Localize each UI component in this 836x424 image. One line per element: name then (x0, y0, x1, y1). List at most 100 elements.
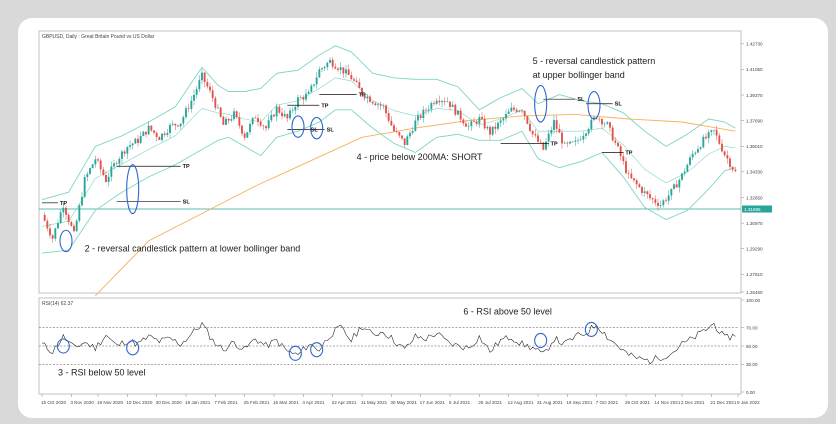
candle-body (281, 112, 283, 117)
candle-body (470, 121, 473, 127)
candle-body (70, 221, 73, 226)
candle-body (451, 104, 454, 107)
x-tick-label: 22 Apr 2021 (332, 400, 357, 405)
rsi-signal-ellipse (534, 332, 548, 349)
price-tick-label: 1.27610 (746, 272, 763, 277)
candle-body (609, 122, 611, 128)
candle-body (598, 118, 601, 120)
candle-body (630, 173, 633, 179)
x-tick-label: 30 Dec 2020 (156, 400, 182, 405)
rsi-signal-ellipse (56, 338, 70, 354)
candle-body (622, 156, 625, 162)
signal-ellipse (310, 116, 324, 140)
candle-body (139, 136, 142, 143)
candle-body (310, 85, 313, 92)
candle-body (225, 118, 227, 125)
candle-body (147, 125, 150, 135)
candle-body (606, 122, 609, 124)
candle-body (649, 194, 651, 199)
candle-body (379, 104, 382, 106)
candle-body (299, 97, 302, 98)
candle-body (89, 168, 91, 174)
candle-body (137, 138, 139, 143)
candle-body (529, 123, 531, 131)
candle-body (358, 82, 361, 88)
candle-body (294, 106, 297, 111)
candle-body (161, 133, 163, 141)
candle-body (57, 223, 59, 229)
candle-body (422, 109, 425, 118)
candle-body (531, 130, 534, 135)
rsi-tick-label: 30.00 (746, 362, 758, 367)
candle-body (118, 158, 121, 164)
x-tick-label: 26 Oct 2021 (625, 400, 650, 405)
trade-level-label: TP (625, 151, 632, 157)
candle-body (457, 110, 459, 115)
candle-body (334, 66, 337, 69)
candle-body (249, 124, 251, 133)
candle-body (227, 118, 230, 121)
candle-body (561, 132, 563, 144)
price-tick-label: 1.29290 (746, 247, 763, 252)
candle-body (107, 176, 110, 182)
candle-body (654, 199, 657, 203)
x-tick-label: 15 Oct 2020 (41, 400, 66, 405)
candle-body (505, 114, 507, 119)
candle-body (542, 142, 545, 150)
candle-body (710, 130, 713, 133)
candle-body (86, 173, 89, 178)
x-tick-label: 31 Aug 2021 (537, 400, 563, 405)
candle-body (697, 149, 699, 153)
candle-body (345, 69, 347, 74)
candle-body (206, 82, 209, 87)
candle-body (323, 67, 326, 69)
candle-body (427, 109, 430, 111)
candle-body (446, 101, 449, 103)
candle-body (494, 126, 497, 129)
chart-title: GBPUSD, Daily : Great Britain Pound vs U… (42, 34, 155, 40)
candle-body (65, 207, 67, 215)
price-annotation: at upper bollinger band (533, 70, 625, 80)
candle-body (579, 139, 582, 141)
candle-body (275, 106, 278, 117)
candle-body (78, 205, 81, 221)
candle-body (633, 178, 635, 181)
chart-area: GBPUSD, Daily : Great Britain Pound vs U… (38, 30, 776, 410)
candle-body (313, 84, 315, 86)
candle-body (518, 110, 521, 112)
candle-body (510, 107, 513, 112)
candle-body (489, 127, 491, 135)
candle-body (153, 130, 155, 133)
candle-body (361, 87, 363, 96)
candle-body (233, 111, 235, 120)
candle-body (673, 184, 675, 189)
candle-body (390, 120, 393, 126)
candle-body (329, 59, 331, 63)
signal-ellipse (291, 115, 305, 138)
candle-body (401, 135, 403, 139)
candle-body (201, 72, 203, 81)
candle-body (251, 117, 254, 125)
candle-body (331, 59, 334, 67)
candle-body (222, 116, 225, 125)
candle-body (62, 207, 65, 213)
bollinger-lower-band (41, 109, 736, 254)
candle-body (363, 95, 366, 99)
candle-body (267, 120, 270, 129)
candle-body (585, 133, 587, 136)
candle-body (715, 129, 718, 136)
candle-body (430, 103, 433, 110)
candle-body (102, 169, 105, 175)
candle-body (539, 141, 542, 143)
x-axis: 15 Oct 2020 3 Nov 2020 19 Nov 2020 10 Dec 2… (41, 394, 760, 405)
candle-body (398, 132, 401, 136)
candle-body (686, 164, 689, 172)
price-tick-label: 1.37690 (746, 118, 763, 123)
candle-body (238, 117, 241, 126)
candle-body (190, 100, 193, 109)
trade-level-label: SL (615, 102, 623, 108)
current-price-tag (742, 205, 772, 213)
candle-body (193, 94, 195, 101)
candle-body (51, 235, 54, 239)
candle-body (273, 114, 275, 117)
